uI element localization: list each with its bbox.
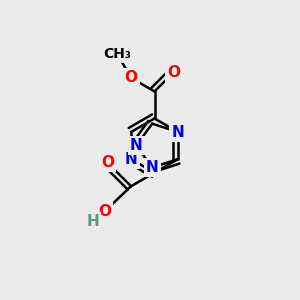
Text: O: O bbox=[124, 70, 138, 86]
Text: O: O bbox=[101, 155, 114, 170]
Text: H: H bbox=[86, 214, 99, 230]
Text: N: N bbox=[125, 152, 137, 166]
Text: N: N bbox=[172, 124, 184, 140]
Text: O: O bbox=[98, 204, 111, 219]
Text: CH₃: CH₃ bbox=[103, 47, 131, 61]
Text: N: N bbox=[130, 138, 143, 153]
Text: O: O bbox=[167, 65, 180, 80]
Text: N: N bbox=[146, 160, 159, 175]
